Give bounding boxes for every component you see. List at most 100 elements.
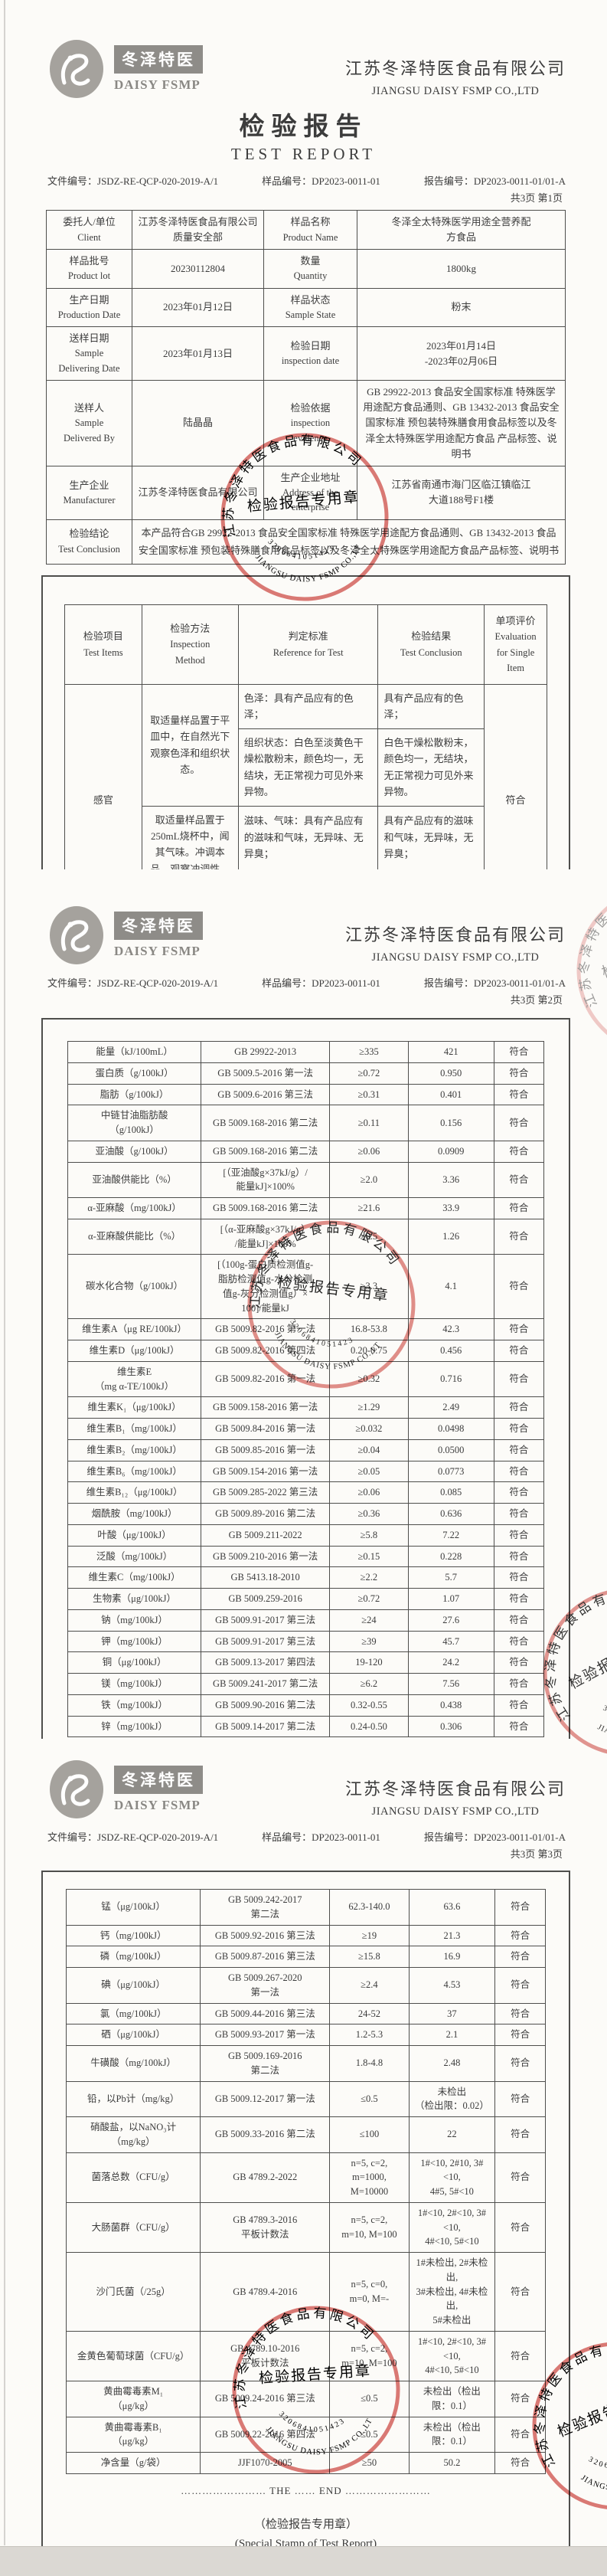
page-number: 共3页 第1页 (510, 192, 563, 204)
col-header-method: 检验方法 (170, 622, 210, 634)
test-method: [（亚油酸g×37kJ/g）/ 能量kJ]×100% (201, 1161, 331, 1198)
test-item-row: 净含量（g/袋） JJF1070-2005 ≥50 50.2 符合 (65, 2452, 546, 2474)
conclusion-label-en: Test Conclusion (58, 543, 120, 555)
test-eval: 符合 (493, 1218, 545, 1255)
test-result: 0.716 (407, 1360, 494, 1398)
test-item-row: 维生素A（μg RE/100kJ） GB 5009.82-2016 第一法 16… (67, 1318, 545, 1340)
test-item: α-亚麻酸（mg/100kJ） (67, 1197, 202, 1219)
logo-text-cn: 冬泽特医 (114, 912, 203, 940)
company-name-block: 江苏冬泽特医食品有限公司 JIANGSU DAISY FSMP CO.,LTD (345, 905, 566, 964)
end-of-report-line: …………………… THE …… END …………………… (181, 2484, 431, 2496)
test-method: GB 5009.242-2017 第二法 (200, 1889, 331, 1926)
test-result: 未检出（检出限：0.1） (408, 2416, 496, 2453)
test-item-row: 碳水化合物（g/100kJ） [（100g-蛋白质检测值g- 脂肪检测值g-水分… (67, 1254, 545, 1320)
test-standard: 0.20-0.75 (329, 1340, 409, 1362)
test-method: GB 5009.168-2016 第二法 (201, 1197, 331, 1219)
info-label-cn: 检验日期 (290, 340, 331, 352)
test-method: GB 5413.18-2010 (201, 1566, 331, 1589)
test-eval: 符合 (493, 1566, 545, 1589)
info-label-en: Product Name (282, 231, 338, 243)
sensory-row: 取适量样品置于250mL烧杯中，闻其气味。冲调本品，观察冲调性，用温开水漱口，品… (65, 805, 547, 869)
company-name-en: JIANGSU DAISY FSMP CO.,LTD (371, 85, 540, 97)
sensory-result: 具有产品应有的色泽； (377, 683, 485, 729)
test-item: 铁（mg/100kJ） (67, 1694, 202, 1717)
test-standard: ≥2.4 (329, 1967, 410, 2004)
test-item: 磷（mg/100kJ） (65, 1946, 201, 1968)
test-method: GB 4789.4-2016 (200, 2252, 331, 2332)
test-result: 1.26 (407, 1218, 494, 1255)
test-item-row: 铁（mg/100kJ） GB 5009.90-2016 第二法 0.32-0.5… (67, 1694, 545, 1717)
test-item: 黄曲霉毒素B₁ （μg/kg） (65, 2416, 201, 2453)
test-item: 钠（mg/100kJ） (67, 1609, 202, 1632)
test-result: 1#未检出, 2#未检出, 3#未检出, 4#未检出, 5#未检出 (408, 2252, 496, 2332)
conclusion-row: 检验结论 Test Conclusion 本产品符合GB 29922-2013 … (46, 519, 566, 565)
test-standard: n=5, c=2, m=1000, M=10000 (329, 2152, 410, 2203)
info-value: 粉末 (357, 287, 566, 328)
test-item: 牛磺酸（mg/100kJ） (65, 2045, 201, 2082)
test-result: 2.48 (408, 2045, 496, 2082)
test-method: GB 5009.82-2016 第一法 (201, 1360, 331, 1398)
test-item-row: 钠（mg/100kJ） GB 5009.91-2017 第三法 ≥24 27.6… (67, 1609, 545, 1632)
info-label-cn: 生产日期 (69, 293, 109, 306)
info-row: 样品批号 Product lot 20230112804 数量 Quantity 1… (46, 249, 566, 289)
test-eval: 符合 (494, 2024, 546, 2046)
test-standard: ≥0.32 (329, 1360, 409, 1398)
test-result: 4.53 (408, 1967, 496, 2004)
test-item: 维生素B₁₂（μg/100kJ） (67, 1481, 202, 1504)
test-method: GB 5009.93-2017 第一法 (200, 2024, 331, 2046)
test-eval: 符合 (494, 2330, 546, 2382)
info-label-en: Quantity (293, 270, 328, 282)
test-item-row: 泛酸（mg/100kJ） GB 5009.210-2016 第一法 ≥0.15 … (67, 1545, 545, 1568)
test-item-row: 锌（mg/100kJ） GB 5009.14-2017 第二法 0.24-0.5… (67, 1715, 545, 1738)
test-method: GB 5009.6-2016 第三法 (201, 1083, 331, 1106)
test-item: 维生素B₁（mg/100kJ） (67, 1418, 202, 1440)
test-eval: 符合 (493, 1418, 545, 1440)
test-standard: ≥0.032 (329, 1418, 409, 1440)
info-row: 送样日期 Sample Delivering Date 2023年01月13日 检… (46, 326, 566, 381)
test-standard: ≥15.8 (329, 1946, 410, 1968)
test-standard: 0.32-0.55 (329, 1694, 409, 1717)
info-value: 2023年01月12日 (132, 287, 264, 328)
info-label-en: Product lot (67, 270, 111, 282)
sample-info-table: 委托人/单位 Client 江苏冬泽特医食品有限公司 质量安全部 样品名称 Prod… (46, 209, 566, 565)
test-item-row: 维生素K₁（μg/100kJ） GB 5009.158-2016 第一法 ≥1.… (67, 1396, 545, 1419)
test-item: 金黄色葡萄球菌（CFU/g） (65, 2330, 201, 2382)
info-label-en: Sample Delivered By (64, 417, 115, 444)
test-eval: 符合 (493, 1503, 545, 1525)
info-value: 冬泽全太特殊医学用途全营养配 方食品 (357, 209, 566, 250)
sensory-standard: 组织状态：白色至淡黄色干燥松散粉末，颜色均一，无结块，无正常视力可见外来异物。 (237, 728, 379, 807)
test-method: GB 5009.154-2016 第一法 (201, 1460, 331, 1483)
sensory-header-row: 检验项目 Test Items 检验方法 Inspection Method 判定标… (64, 604, 547, 685)
test-result: 0.0500 (407, 1439, 494, 1461)
page-number: 共3页 第3页 (510, 1848, 563, 1860)
info-value: 江苏省南通市海门区临江镇临江 大道188号F1楼 (357, 465, 566, 520)
test-item: 维生素D（μg/100kJ） (67, 1340, 202, 1362)
test-result: 37 (408, 2002, 496, 2025)
test-item-row: 维生素E （mg α-TE/100kJ） GB 5009.82-2016 第一法… (67, 1360, 545, 1398)
test-method: GB 5009.168-2016 第二法 (201, 1140, 331, 1163)
test-eval: 符合 (494, 2045, 546, 2082)
test-eval: 符合 (494, 1967, 546, 2004)
info-label-cn: 样品批号 (69, 255, 109, 267)
test-result: 50.2 (408, 2452, 496, 2474)
test-item: 铜（μg/100kJ） (67, 1651, 202, 1674)
test-item: 中链甘油脂肪酸 （g/100kJ） (67, 1105, 202, 1141)
test-result: 0.0498 (407, 1418, 494, 1440)
test-item-row: 亚油酸（g/100kJ） GB 5009.168-2016 第二法 ≥0.06 … (67, 1140, 545, 1163)
test-item-row: 蛋白质（g/100kJ） GB 5009.5-2016 第一法 ≥0.72 0.… (67, 1062, 545, 1085)
test-item: 锰（μg/100kJ） (65, 1889, 201, 1926)
sensory-row: 组织状态：白色至淡黄色干燥松散粉末，颜色均一，无结块，无正常视力可见外来异物。 … (65, 728, 547, 807)
test-item-row: 钾（mg/100kJ） GB 5009.91-2017 第三法 ≥39 45.7… (67, 1630, 545, 1653)
report-page-1: 冬泽特医 DAISY FSMP 江苏冬泽特医食品有限公司 JIANGSU DAI… (0, 0, 607, 869)
info-label-cn: 样品名称 (290, 216, 331, 228)
meta-report-no: 报告编号：DP2023-0011-01/01-A (423, 977, 566, 989)
test-result: 未检出（检出限：0.1） (408, 2381, 496, 2417)
test-item-row: 铅，以Pb计（mg/kg） GB 5009.12-2017 第一法 ≤0.5 未… (65, 2080, 546, 2117)
test-item: 维生素K₁（μg/100kJ） (67, 1396, 202, 1419)
test-item-row: α-亚麻酸供能比（%） [（α-亚麻酸g×37kJ/g） /能量kJ]×100%… (67, 1218, 545, 1255)
test-result: 0.228 (407, 1545, 494, 1568)
test-standard: ≥21.6 (329, 1197, 409, 1219)
nutrient-table-page2: 能量（kJ/100mL） GB 29922-2013 ≥335 421 符合 蛋… (67, 1041, 545, 1738)
test-result: 63.6 (408, 1889, 496, 1926)
test-result: 2.1 (408, 2024, 496, 2046)
